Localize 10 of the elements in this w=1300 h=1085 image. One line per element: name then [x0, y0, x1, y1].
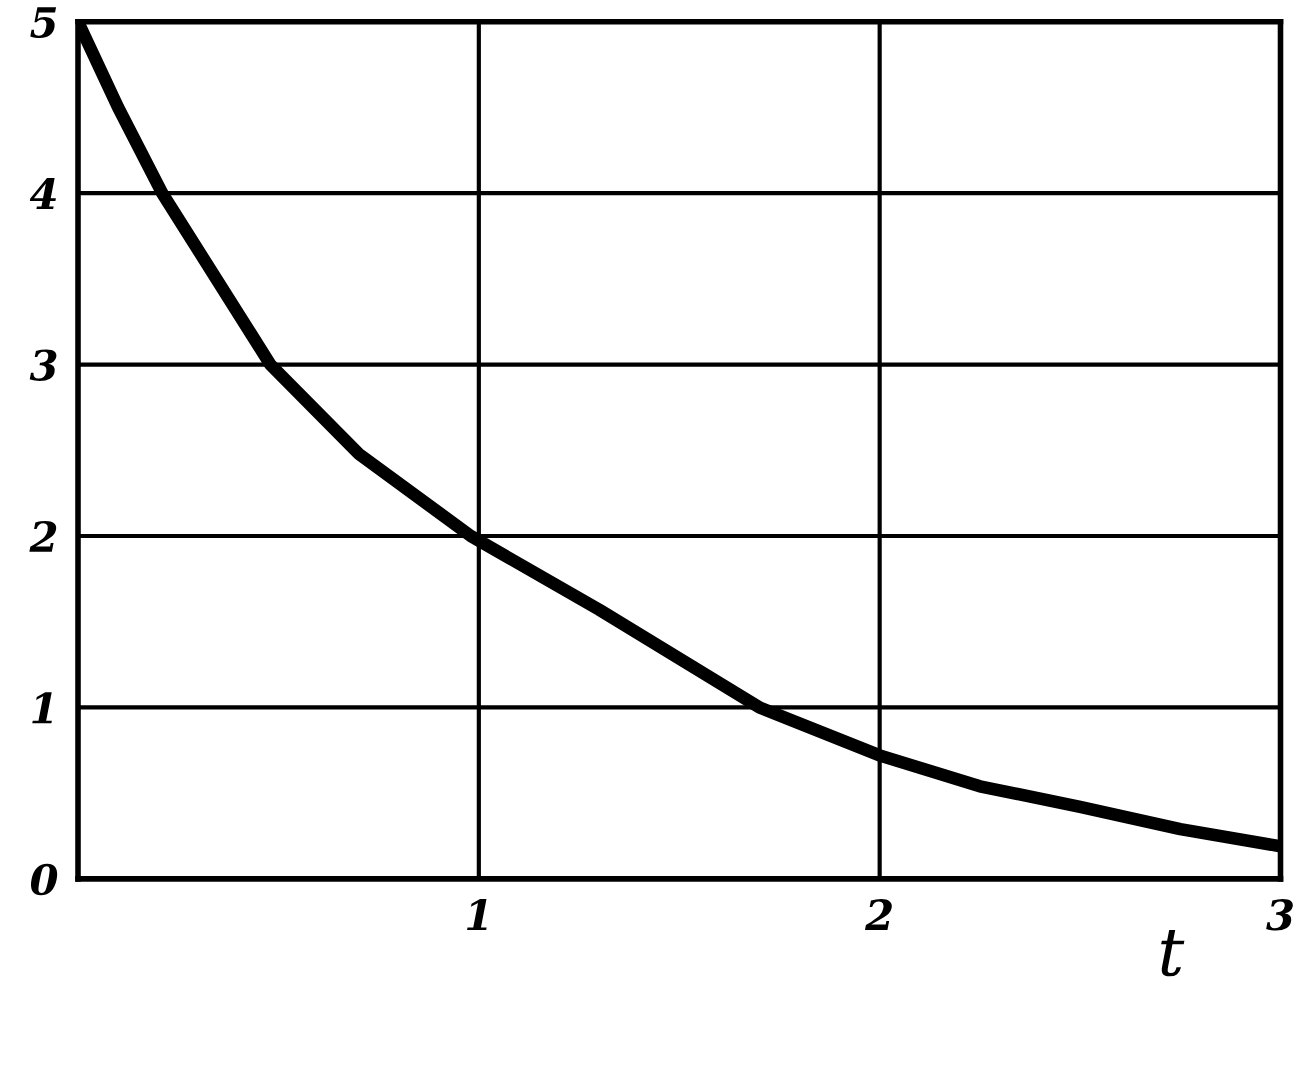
y-tick-label: 2 — [29, 520, 57, 552]
x-axis-title: t — [1161, 930, 1185, 977]
y-tick-label: 1 — [32, 692, 52, 724]
x-tick-label: 1 — [467, 899, 487, 930]
y-tick-label: 5 — [30, 7, 57, 39]
x-tick-label: 2 — [864, 899, 892, 930]
y-tick-label: 0 — [30, 863, 58, 896]
y-tick-label: 3 — [29, 349, 57, 381]
y-tick-label: 4 — [29, 178, 56, 209]
x-tick-label: 3 — [1266, 899, 1293, 931]
